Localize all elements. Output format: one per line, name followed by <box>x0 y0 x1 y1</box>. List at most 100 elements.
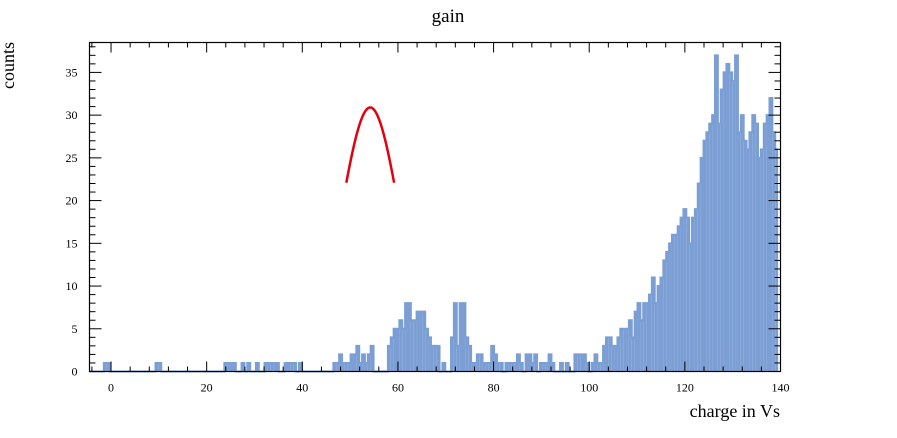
histogram-bin <box>703 140 707 372</box>
plot-frame <box>88 41 782 373</box>
x-tick-label: 20 <box>201 381 213 395</box>
histogram-bin <box>723 72 727 372</box>
x-axis-ticks: 0 20 40 60 80 100 120 140 <box>91 42 790 395</box>
histogram-bin <box>453 303 457 372</box>
histogram-bin <box>491 345 495 372</box>
histogram-bin <box>674 234 678 372</box>
histogram-bin <box>743 140 747 372</box>
histogram-bin <box>273 362 276 372</box>
histogram-bin <box>293 362 297 372</box>
histogram-bin <box>614 345 618 372</box>
histogram-bin <box>230 362 233 372</box>
histogram-bin <box>669 243 672 372</box>
histogram-bin <box>459 303 463 372</box>
histogram-bin <box>525 354 529 372</box>
histogram-bin <box>402 328 406 372</box>
histogram-bin <box>689 243 693 372</box>
histogram-bin <box>339 354 342 372</box>
x-tick-label: 40 <box>296 381 308 395</box>
histogram-bin <box>712 115 715 372</box>
histogram-bin <box>766 115 770 372</box>
histogram-bin <box>287 362 291 372</box>
histogram-bin <box>663 260 667 372</box>
histogram-bin <box>755 123 759 372</box>
histogram-bin <box>580 354 583 372</box>
histogram-bin <box>407 303 411 372</box>
histogram-bin <box>364 362 368 372</box>
histogram-bin <box>350 354 354 372</box>
histogram-bin <box>479 354 483 372</box>
y-tick-label: 30 <box>66 108 78 122</box>
histogram-bin <box>603 345 606 372</box>
x-axis-label: charge in Vs <box>690 401 780 421</box>
histogram-bin <box>353 354 357 372</box>
histogram-bin <box>290 362 294 372</box>
histogram-bin <box>637 303 641 372</box>
histogram-bin <box>640 320 644 372</box>
histogram-bin <box>717 123 721 372</box>
histogram-bin <box>270 362 274 372</box>
y-axis-label: counts <box>0 42 18 89</box>
x-tick-label: 140 <box>772 381 790 395</box>
histogram-bin <box>706 132 710 372</box>
histogram-bin <box>565 362 569 372</box>
histogram-bin <box>356 345 360 372</box>
histogram-bin <box>241 362 245 372</box>
histogram-bin <box>416 311 420 372</box>
histogram-bin <box>660 277 664 372</box>
histogram-bin <box>694 209 698 372</box>
histogram-bin <box>608 337 612 372</box>
histogram-bin <box>359 362 363 372</box>
histogram-bin <box>628 320 632 372</box>
histogram-bin <box>591 362 595 372</box>
histogram-bin <box>749 132 753 372</box>
histogram-bin <box>451 337 454 372</box>
histogram-bin <box>666 251 670 372</box>
histogram-bin <box>496 362 500 372</box>
histogram-bin <box>758 157 761 372</box>
histogram-bin <box>485 362 489 372</box>
histogram-bin <box>419 311 423 372</box>
x-tick-label: 120 <box>676 381 694 395</box>
histogram-bin <box>430 345 434 372</box>
histogram-bin <box>488 362 492 372</box>
histogram-bin <box>726 63 730 372</box>
histogram-bin <box>494 354 497 372</box>
histogram-bin <box>623 328 627 372</box>
histogram-bin <box>626 328 629 372</box>
histogram-bin <box>654 303 658 372</box>
histogram-bin <box>396 328 400 372</box>
histogram-bin <box>648 294 652 372</box>
histogram-bin <box>393 328 397 372</box>
histogram-bin <box>232 362 236 372</box>
histogram-bin <box>428 337 431 372</box>
histogram-bin <box>677 226 681 372</box>
histogram-bin <box>255 362 259 372</box>
histogram-bin <box>298 362 302 372</box>
histogram-bin <box>336 362 340 372</box>
histogram-bin <box>410 320 414 372</box>
histogram-bin <box>534 354 538 372</box>
histogram-bin <box>620 328 624 372</box>
histogram-bin <box>333 362 337 372</box>
histogram-bin <box>714 55 718 372</box>
histogram-bin <box>531 362 535 372</box>
histogram-bin <box>508 362 512 372</box>
histogram-bin <box>692 217 695 372</box>
histogram-bin <box>752 115 756 372</box>
histogram-bin <box>585 362 589 372</box>
histogram-bin <box>597 362 601 372</box>
histogram-bin <box>471 362 474 372</box>
histogram-bin <box>542 362 546 372</box>
histogram-bin <box>631 337 635 372</box>
histogram-bin <box>617 337 621 372</box>
x-tick-label: 0 <box>108 381 114 395</box>
histogram-bin <box>505 362 509 372</box>
histogram-bin <box>155 362 159 372</box>
histogram-bin <box>468 345 472 372</box>
histogram-bin <box>456 345 460 372</box>
histogram-bin <box>763 123 767 372</box>
histogram-bin <box>740 115 744 372</box>
histogram-bin <box>413 320 417 372</box>
histogram-bin <box>425 328 429 372</box>
